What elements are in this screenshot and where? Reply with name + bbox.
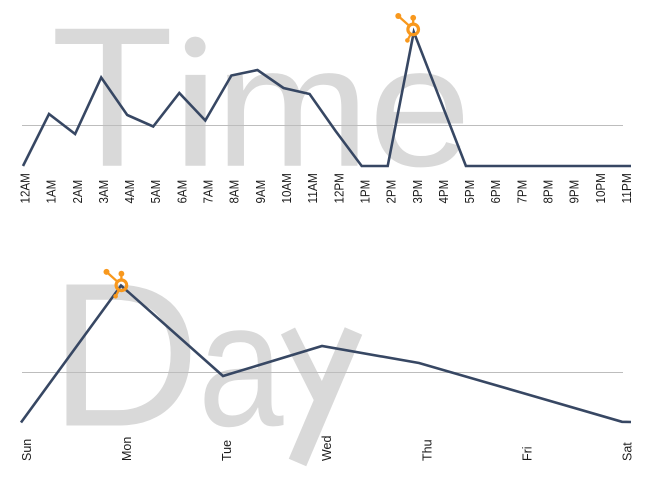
- svg-text:Tue: Tue: [220, 440, 234, 461]
- svg-text:7AM: 7AM: [202, 180, 216, 204]
- svg-text:6PM: 6PM: [489, 180, 503, 204]
- svg-text:11PM: 11PM: [620, 173, 634, 203]
- svg-text:T: T: [51, 0, 174, 209]
- svg-text:8PM: 8PM: [542, 180, 556, 204]
- svg-text:Fri: Fri: [520, 446, 534, 461]
- svg-text:Sat: Sat: [621, 442, 635, 461]
- svg-text:6AM: 6AM: [175, 180, 189, 204]
- svg-text:Mon: Mon: [120, 437, 134, 461]
- svg-text:10AM: 10AM: [280, 173, 294, 203]
- svg-text:11AM: 11AM: [306, 173, 320, 203]
- svg-text:D: D: [49, 241, 200, 470]
- svg-text:3AM: 3AM: [97, 180, 111, 204]
- svg-text:12PM: 12PM: [332, 173, 346, 203]
- svg-text:3PM: 3PM: [411, 180, 425, 204]
- svg-text:10PM: 10PM: [594, 173, 608, 203]
- svg-text:5AM: 5AM: [149, 180, 163, 204]
- svg-text:1AM: 1AM: [45, 180, 59, 204]
- svg-text:4PM: 4PM: [437, 180, 451, 204]
- svg-text:9PM: 9PM: [568, 180, 582, 204]
- svg-text:12AM: 12AM: [19, 173, 33, 203]
- svg-text:9AM: 9AM: [254, 180, 268, 204]
- svg-text:1PM: 1PM: [358, 180, 372, 204]
- svg-text:2PM: 2PM: [385, 180, 399, 204]
- svg-text:7PM: 7PM: [515, 180, 529, 204]
- svg-text:Thu: Thu: [420, 439, 434, 461]
- svg-text:m: m: [215, 11, 370, 203]
- svg-text:2AM: 2AM: [71, 180, 85, 204]
- svg-text:e: e: [369, 11, 472, 203]
- svg-text:Wed: Wed: [320, 435, 334, 461]
- svg-text:Sun: Sun: [20, 439, 34, 461]
- svg-text:5PM: 5PM: [463, 180, 477, 204]
- svg-text:4AM: 4AM: [123, 180, 137, 204]
- svg-text:8AM: 8AM: [228, 180, 242, 204]
- svg-text:a: a: [198, 266, 284, 464]
